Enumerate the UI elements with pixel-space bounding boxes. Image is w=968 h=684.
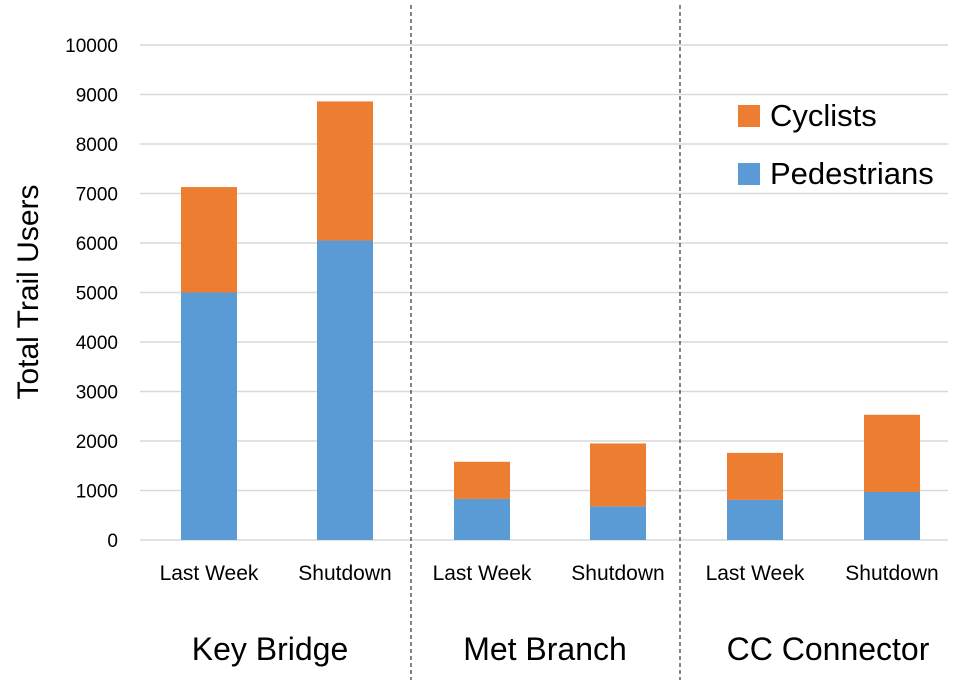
y-tick-label: 2000 <box>76 432 118 453</box>
bar-pedestrians <box>181 292 237 540</box>
group-dividers <box>410 5 681 680</box>
group-label: Met Branch <box>463 631 627 667</box>
bars <box>181 101 920 540</box>
y-tick-label: 1000 <box>76 482 118 503</box>
bar-cyclists <box>317 101 373 241</box>
y-tick-label: 0 <box>107 531 118 552</box>
legend-swatch <box>738 163 760 185</box>
x-category-label: Shutdown <box>298 562 391 585</box>
bar-cyclists <box>864 414 920 492</box>
y-tick-label: 5000 <box>76 284 118 305</box>
group-label: Key Bridge <box>192 631 349 667</box>
y-tick-label: 4000 <box>76 333 118 354</box>
bar-cyclists <box>590 443 646 507</box>
y-axis-label: Total Trail Users <box>12 184 45 399</box>
legend-label: Pedestrians <box>770 156 934 191</box>
x-category-label: Shutdown <box>571 562 664 585</box>
gridlines <box>140 44 948 541</box>
legend-label: Cyclists <box>770 98 877 133</box>
bar-pedestrians <box>317 240 373 540</box>
group-labels: Key Bridge Met Branch CC Connector <box>192 631 930 667</box>
y-tick-label: 6000 <box>76 234 118 255</box>
x-category-label: Last Week <box>706 562 805 585</box>
x-category-label: Last Week <box>433 562 532 585</box>
category-labels: Last Week Shutdown Last Week Shutdown Last W… <box>160 562 939 585</box>
y-tick-labels: 0 1000 2000 3000 4000 5000 6000 7000 8000 9000 100… <box>65 36 118 552</box>
bar-cyclists <box>181 187 237 293</box>
bar-pedestrians <box>727 499 783 540</box>
legend: Cyclists Pedestrians <box>738 98 934 191</box>
legend-swatch <box>738 105 760 127</box>
x-category-label: Shutdown <box>845 562 938 585</box>
y-tick-label: 10000 <box>65 36 118 57</box>
bar-pedestrians <box>454 498 510 540</box>
bar-cyclists <box>727 452 783 500</box>
bar-pedestrians <box>590 506 646 540</box>
x-category-label: Last Week <box>160 562 259 585</box>
y-tick-label: 8000 <box>76 135 118 156</box>
bar-pedestrians <box>864 491 920 540</box>
y-tick-label: 9000 <box>76 86 118 107</box>
group-label: CC Connector <box>727 631 930 667</box>
bar-cyclists <box>454 461 510 499</box>
y-tick-label: 7000 <box>76 185 118 206</box>
y-tick-label: 3000 <box>76 383 118 404</box>
